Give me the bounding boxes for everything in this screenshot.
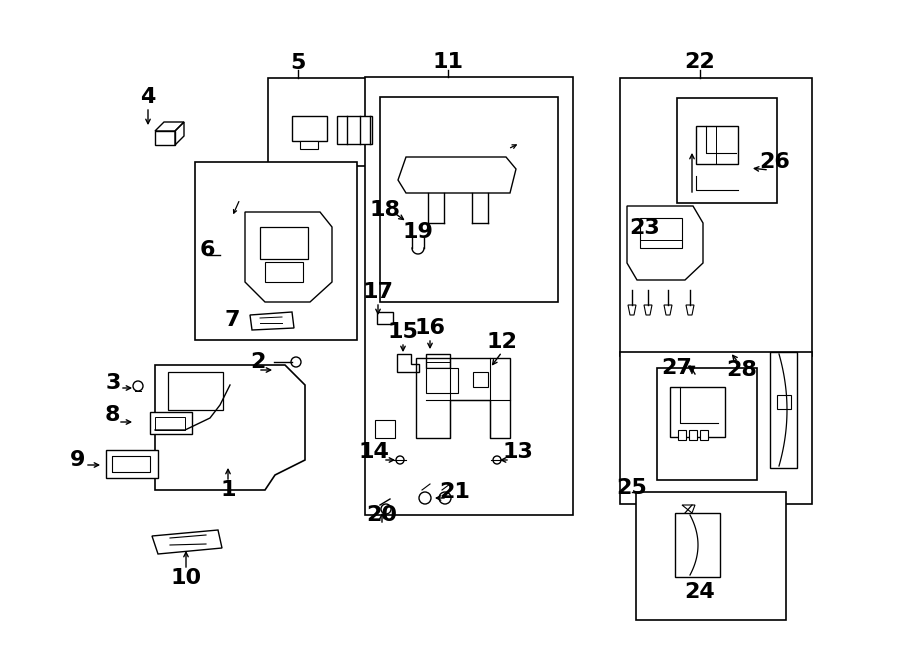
- Bar: [670, 387, 725, 437]
- Bar: [689, 430, 697, 440]
- Text: 4: 4: [140, 87, 156, 107]
- Text: 25: 25: [616, 478, 647, 498]
- Bar: [106, 450, 158, 478]
- Text: 13: 13: [502, 442, 534, 462]
- Bar: [168, 372, 223, 410]
- Text: 14: 14: [358, 442, 390, 462]
- Text: 22: 22: [685, 52, 716, 72]
- Text: 8: 8: [104, 405, 120, 425]
- Text: 27: 27: [662, 358, 692, 378]
- Text: 16: 16: [415, 318, 446, 338]
- Polygon shape: [688, 366, 695, 374]
- Text: 9: 9: [70, 450, 86, 470]
- Text: 17: 17: [363, 282, 393, 302]
- Bar: [426, 354, 450, 368]
- Bar: [377, 312, 393, 324]
- Bar: [640, 218, 682, 248]
- Text: 6: 6: [199, 240, 215, 260]
- Text: 24: 24: [685, 582, 716, 602]
- Bar: [678, 430, 686, 440]
- Bar: [636, 492, 786, 620]
- Bar: [155, 417, 185, 430]
- Bar: [337, 116, 372, 144]
- Text: 15: 15: [388, 322, 418, 342]
- Text: 3: 3: [105, 373, 121, 393]
- Text: 7: 7: [224, 310, 239, 330]
- Text: 18: 18: [370, 200, 400, 220]
- Text: 11: 11: [433, 52, 464, 72]
- Text: 1: 1: [220, 480, 236, 500]
- Text: 10: 10: [170, 568, 202, 588]
- Bar: [677, 98, 777, 203]
- Bar: [155, 131, 175, 145]
- Bar: [426, 368, 458, 393]
- Text: 21: 21: [439, 482, 471, 502]
- Text: 26: 26: [760, 152, 790, 172]
- Text: 19: 19: [402, 222, 434, 242]
- Bar: [365, 77, 573, 515]
- Bar: [260, 227, 308, 259]
- Bar: [375, 420, 395, 438]
- Text: 28: 28: [726, 360, 758, 380]
- Text: 12: 12: [487, 332, 518, 352]
- Bar: [195, 162, 357, 340]
- Bar: [657, 368, 757, 480]
- Bar: [150, 412, 192, 434]
- Text: 2: 2: [250, 352, 266, 372]
- Bar: [620, 352, 812, 504]
- Text: 23: 23: [630, 218, 661, 238]
- Bar: [380, 97, 558, 302]
- Bar: [300, 141, 318, 149]
- Bar: [112, 456, 150, 472]
- Bar: [700, 430, 708, 440]
- Bar: [268, 78, 406, 166]
- Bar: [620, 78, 812, 356]
- Bar: [473, 372, 488, 387]
- Bar: [777, 395, 791, 409]
- Bar: [265, 262, 303, 282]
- Bar: [292, 116, 327, 141]
- Bar: [696, 126, 738, 164]
- Text: 5: 5: [291, 53, 306, 73]
- Text: 20: 20: [366, 505, 398, 525]
